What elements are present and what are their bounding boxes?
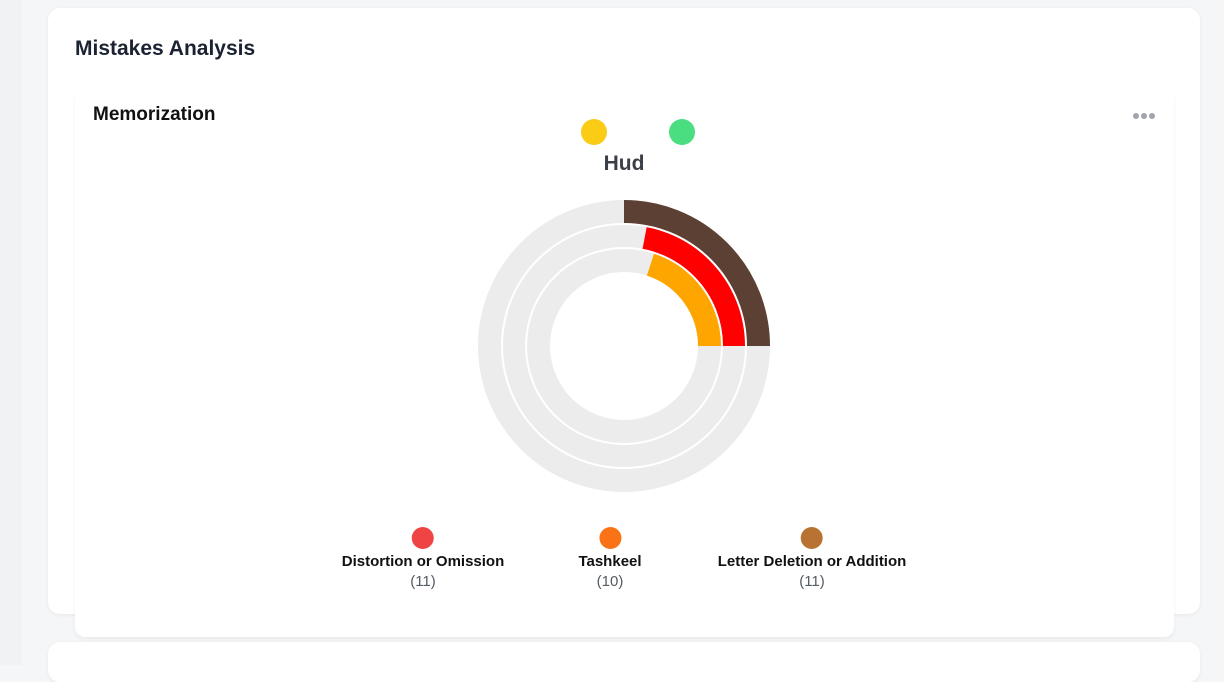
next-card xyxy=(48,642,1200,682)
legend-item-letter-deletion-or-addition[interactable]: Letter Deletion or Addition (11) xyxy=(717,527,907,590)
legend-item-tashkeel[interactable]: Tashkeel (10) xyxy=(578,527,642,590)
ring-track-inner xyxy=(526,248,722,444)
ring-separator xyxy=(525,247,723,445)
section-title: Memorization xyxy=(93,104,216,125)
left-gutter xyxy=(0,0,22,665)
memorization-chart-card: Memorization Hud Distortion or Omission … xyxy=(75,90,1174,637)
ring-bar-middle[interactable] xyxy=(642,226,746,347)
legend-label: Distortion or Omission xyxy=(341,553,505,570)
legend-label: Tashkeel xyxy=(578,553,642,570)
ellipsis-icon xyxy=(1133,113,1155,119)
chart-legend: Distortion or Omission (11) Tashkeel (10… xyxy=(75,527,1174,617)
radial-bar-chart xyxy=(478,119,770,492)
legend-count: (10) xyxy=(596,573,624,590)
legend-count: (11) xyxy=(799,573,825,590)
chart-marker-green[interactable] xyxy=(669,119,695,145)
legend-dot xyxy=(599,527,621,549)
chart-title: Hud xyxy=(603,152,645,175)
legend-item-distortion-or-omission[interactable]: Distortion or Omission (11) xyxy=(341,527,505,590)
legend-label: Letter Deletion or Addition xyxy=(717,553,907,570)
ring-separator xyxy=(501,223,747,469)
legend-dot xyxy=(411,527,434,549)
legend-dot xyxy=(800,527,823,549)
more-options-button[interactable] xyxy=(1129,106,1159,126)
card-title: Mistakes Analysis xyxy=(75,37,256,60)
ring-bar-inner[interactable] xyxy=(646,252,722,347)
legend-count: (11) xyxy=(410,573,436,590)
chart-marker-yellow[interactable] xyxy=(581,119,607,145)
ring-bar-outer[interactable] xyxy=(623,200,770,347)
